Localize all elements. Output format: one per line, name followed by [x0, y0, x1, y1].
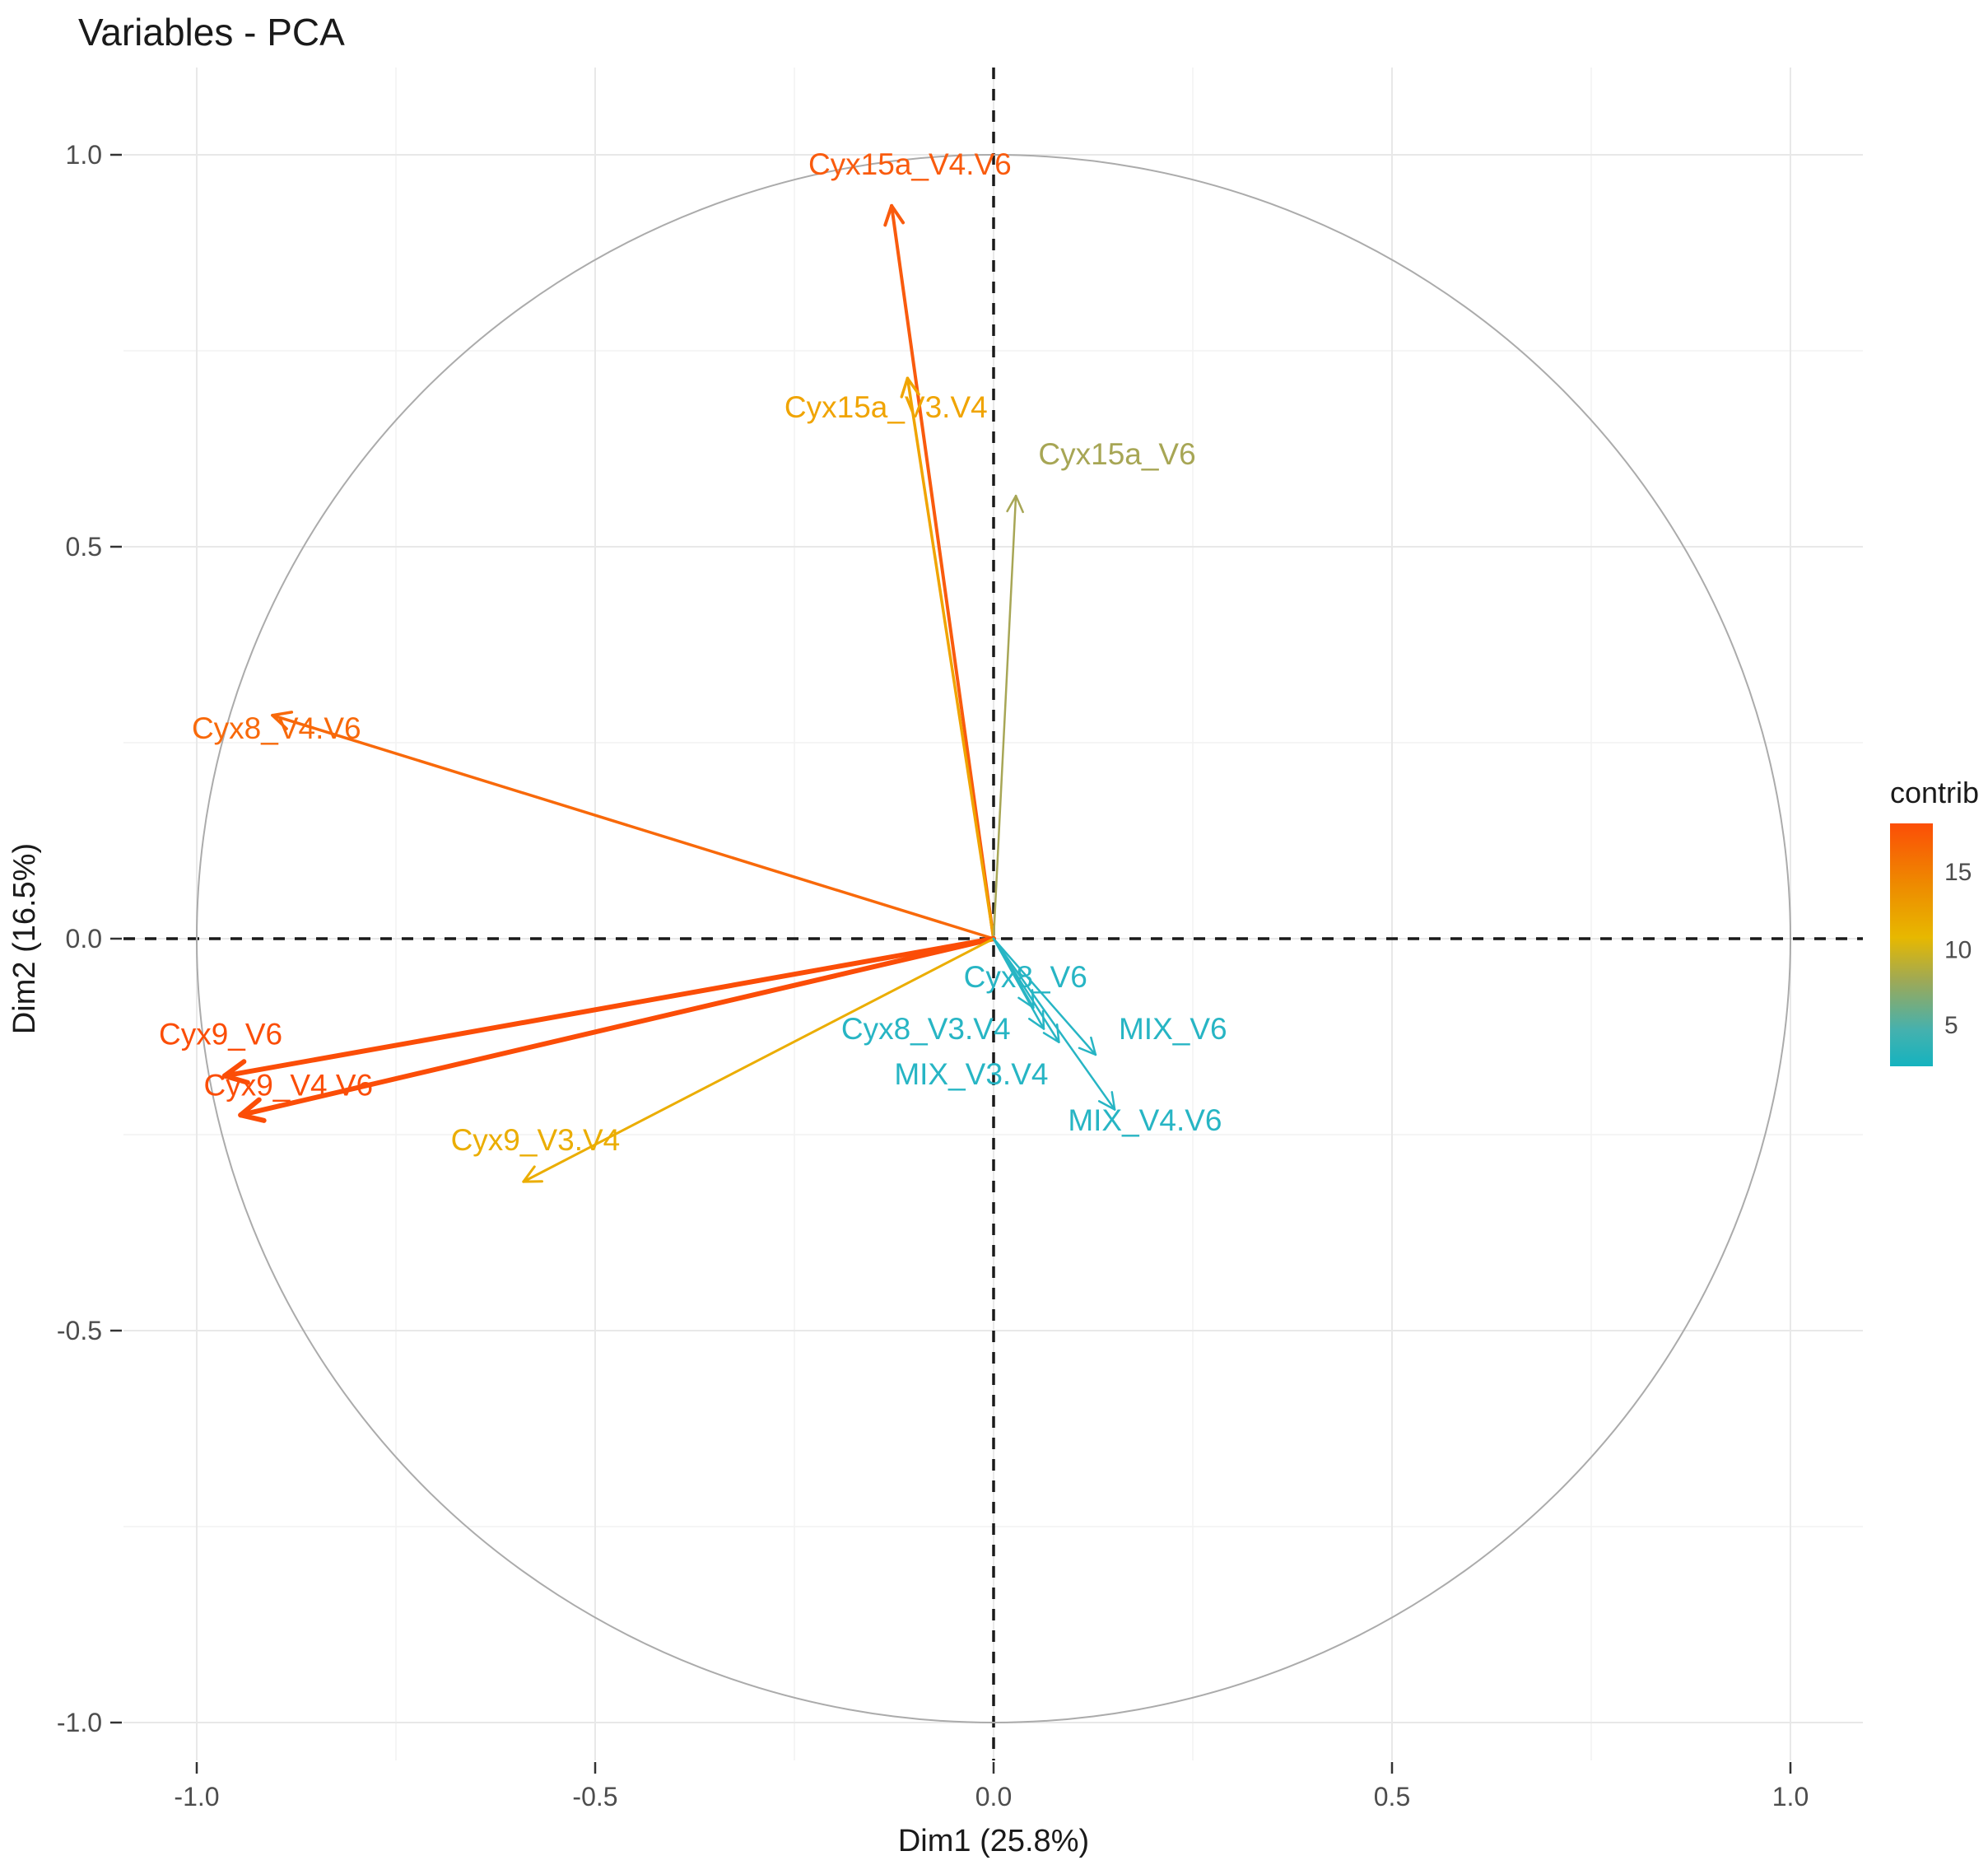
arrow-head	[271, 711, 294, 717]
correlation-circle-layer	[196, 154, 1791, 1723]
arrow-head	[238, 1097, 262, 1118]
arrow-shaft	[221, 936, 996, 1079]
arrow-head	[221, 1073, 250, 1085]
variable-labels: Cyx15a_V4.V6 Cyx15a_V3.V4 Cyx15a_V6 Cyx8_V4…	[159, 147, 1227, 1157]
variable-arrow-Cyx9_V3.V4	[522, 937, 995, 1183]
arrow-head	[1078, 1047, 1097, 1056]
arrow-shaft	[238, 936, 996, 1118]
legend-title: contrib	[1890, 776, 1979, 809]
legend-colorbar	[1890, 823, 1933, 1066]
y-tick-label: -0.5	[57, 1316, 102, 1345]
x-tick-label: 1.0	[1772, 1782, 1809, 1811]
variable-label-Cyx8_V3.V4: Cyx8_V3.V4	[841, 1012, 1011, 1046]
arrow-shaft	[522, 937, 995, 1183]
x-tick-label: 0.0	[975, 1782, 1012, 1811]
arrow-head	[1097, 1100, 1116, 1111]
x-tick-label: -0.5	[572, 1782, 617, 1811]
x-tick-label: 0.5	[1374, 1782, 1410, 1811]
arrow-head	[1042, 1032, 1060, 1043]
variable-label-Cyx9_V3.V4: Cyx9_V3.V4	[451, 1123, 621, 1157]
arrow-head	[1110, 1091, 1116, 1111]
variable-label-Cyx9_V4.V6: Cyx9_V4.V6	[203, 1068, 373, 1102]
legend-tick-labels: 15 10 5	[1944, 859, 1972, 1039]
legend-tick-label: 5	[1944, 1012, 1958, 1039]
variable-arrows	[221, 203, 1116, 1183]
arrow-head	[1041, 1009, 1045, 1030]
arrow-shaft	[992, 937, 1060, 1043]
variable-arrow-Cyx9_V4.V6	[238, 936, 996, 1123]
variable-label-Cyx15a_V3.V4: Cyx15a_V3.V4	[784, 390, 988, 424]
arrow-shaft	[890, 203, 995, 940]
arrow-head	[1028, 1018, 1045, 1030]
variable-label-MIX_V4.V6: MIX_V4.V6	[1068, 1103, 1222, 1137]
contrib-legend: contrib 15 10 5	[1890, 776, 1979, 1066]
arrow-shaft	[906, 376, 995, 940]
variable-arrow-Cyx9_V6	[221, 936, 996, 1085]
arrow-head	[238, 1112, 267, 1123]
arrow-head	[522, 1165, 536, 1183]
arrow-head	[900, 376, 910, 399]
zero-dashed-lines	[123, 68, 1863, 1760]
variable-label-Cyx8_V4.V6: Cyx8_V4.V6	[192, 711, 361, 745]
arrow-head	[883, 203, 894, 227]
x-axis-title: Dim1 (25.8%)	[898, 1824, 1089, 1858]
y-tick-label: 1.0	[66, 140, 102, 170]
y-axis-ticks: -1.0 -0.5 0.0 0.5 1.0	[57, 140, 122, 1737]
arrow-head	[906, 376, 920, 396]
variable-arrow-MIX_V6	[992, 937, 1097, 1056]
variable-label-Cyx9_V6: Cyx9_V6	[159, 1018, 282, 1051]
variable-label-Cyx15a_V6: Cyx15a_V6	[1038, 437, 1195, 471]
arrow-head	[890, 203, 906, 225]
variable-label-MIX_V3.V4: MIX_V3.V4	[894, 1057, 1048, 1091]
x-axis-ticks: -1.0 -0.5 0.0 0.5 1.0	[174, 1762, 1809, 1811]
arrow-head	[1014, 494, 1024, 514]
y-tick-label: 0.0	[66, 924, 102, 953]
x-tick-label: -1.0	[174, 1782, 219, 1811]
legend-tick-label: 10	[1944, 936, 1972, 963]
legend-tick-label: 15	[1944, 859, 1972, 886]
arrow-head	[1090, 1036, 1097, 1056]
variable-arrow-Cyx8_V4.V6	[271, 711, 995, 940]
variable-label-Cyx15a_V4.V6: Cyx15a_V4.V6	[808, 147, 1012, 181]
variable-arrow-MIX_V4.V6	[992, 937, 1116, 1111]
variable-label-Cyx8_V6: Cyx8_V6	[964, 960, 1087, 994]
arrow-shaft	[992, 494, 1017, 940]
arrow-head	[221, 1059, 247, 1079]
y-tick-label: 0.5	[66, 532, 102, 562]
y-tick-label: -1.0	[57, 1708, 102, 1737]
correlation-circle	[196, 154, 1791, 1723]
variable-arrow-Cyx15a_V6	[992, 494, 1024, 940]
arrow-shaft	[992, 937, 1097, 1056]
variable-label-MIX_V6: MIX_V6	[1119, 1012, 1227, 1046]
y-axis-title: Dim2 (16.5%)	[7, 843, 42, 1034]
arrow-head	[271, 713, 288, 730]
variable-arrow-Cyx15a_V3.V4	[900, 376, 995, 940]
arrow-head	[1006, 494, 1017, 513]
variable-arrow-Cyx15a_V4.V6	[883, 203, 995, 940]
arrow-shaft	[992, 937, 1116, 1111]
arrow-shaft	[271, 713, 995, 940]
chart-title: Variables - PCA	[78, 11, 345, 54]
